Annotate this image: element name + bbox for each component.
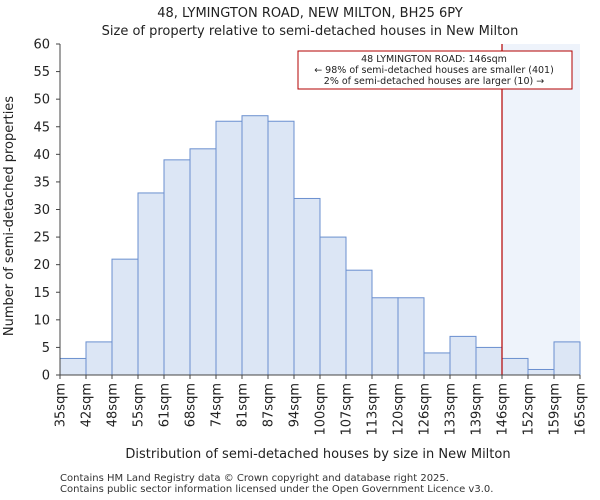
bar-81sqm <box>241 115 269 376</box>
bar-107sqm <box>345 269 373 376</box>
x-tick-label: 68sqm <box>184 383 199 427</box>
bar-87sqm <box>267 120 295 376</box>
x-tick-label: 146sqm <box>496 383 511 436</box>
y-tick-label: 25 <box>33 231 50 246</box>
x-tick-label: 94sqm <box>288 383 303 427</box>
bar-126sqm <box>423 352 451 376</box>
x-tick-label: 87sqm <box>262 383 277 427</box>
bar-48sqm <box>111 258 139 376</box>
chart-title-line-2: Size of property relative to semi-detach… <box>102 24 519 39</box>
bar-146sqm <box>501 357 529 376</box>
x-tick-label: 61sqm <box>158 383 173 427</box>
y-tick-label: 55 <box>33 65 50 80</box>
bar-113sqm <box>371 297 399 376</box>
x-tick-label: 133sqm <box>444 383 459 436</box>
chart-title-line-1: 48, LYMINGTON ROAD, NEW MILTON, BH25 6PY <box>157 6 463 21</box>
x-tick-label: 107sqm <box>340 383 355 436</box>
y-tick-label: 50 <box>33 93 50 108</box>
y-tick-label: 60 <box>33 38 50 53</box>
larger-region-highlight <box>502 44 580 375</box>
y-tick-label: 45 <box>33 120 50 135</box>
bar-74sqm <box>215 120 243 376</box>
bar-100sqm <box>319 236 347 376</box>
bar-139sqm <box>475 346 503 376</box>
bar-68sqm <box>189 148 217 376</box>
x-tick-label: 81sqm <box>236 383 251 427</box>
bar-133sqm <box>449 335 477 376</box>
bar-152sqm <box>527 368 555 376</box>
y-tick-label: 10 <box>33 313 50 328</box>
y-tick-label: 35 <box>33 175 50 190</box>
x-tick-label: 55sqm <box>132 383 147 427</box>
annotation-line-3: 2% of semi-detached houses are larger (1… <box>324 76 544 87</box>
annotation-line-2: ← 98% of semi-detached houses are smalle… <box>314 65 554 76</box>
x-tick-label: 152sqm <box>522 383 537 436</box>
y-tick-label: 30 <box>33 203 50 218</box>
x-tick-label: 48sqm <box>106 383 121 427</box>
y-tick-label: 15 <box>33 286 50 301</box>
x-axis-label: Distribution of semi-detached houses by … <box>125 447 510 462</box>
bar-42sqm <box>85 341 113 376</box>
x-tick-label: 74sqm <box>210 383 225 427</box>
bar-159sqm <box>553 341 581 376</box>
annotation-box: 48 LYMINGTON ROAD: 146sqm ← 98% of semi-… <box>297 50 573 90</box>
x-tick-label: 159sqm <box>548 383 563 436</box>
x-tick-label: 100sqm <box>314 383 329 436</box>
y-tick-label: 40 <box>33 148 50 163</box>
y-tick-label: 20 <box>33 258 50 273</box>
annotation-border <box>297 50 573 90</box>
bar-35sqm <box>59 357 87 376</box>
footer-line-1: Contains HM Land Registry data © Crown c… <box>60 473 449 484</box>
x-tick-label: 113sqm <box>366 383 381 436</box>
y-tick-label: 5 <box>42 341 50 356</box>
x-tick-label: 35sqm <box>54 383 69 427</box>
annotation-line-1: 48 LYMINGTON ROAD: 146sqm <box>361 54 507 65</box>
x-tick-label: 139sqm <box>470 383 485 436</box>
bar-55sqm <box>137 192 165 376</box>
bar-120sqm <box>397 297 425 376</box>
bar-94sqm <box>293 197 321 376</box>
bar-61sqm <box>163 159 191 376</box>
x-tick-label: 42sqm <box>80 383 95 427</box>
footer-line-2: Contains public sector information licen… <box>60 484 494 495</box>
y-axis-label: Number of semi-detached properties <box>2 96 17 336</box>
y-tick-label: 0 <box>42 369 50 384</box>
x-tick-label: 165sqm <box>574 383 589 436</box>
x-tick-label: 126sqm <box>418 383 433 436</box>
x-tick-label: 120sqm <box>392 383 407 436</box>
